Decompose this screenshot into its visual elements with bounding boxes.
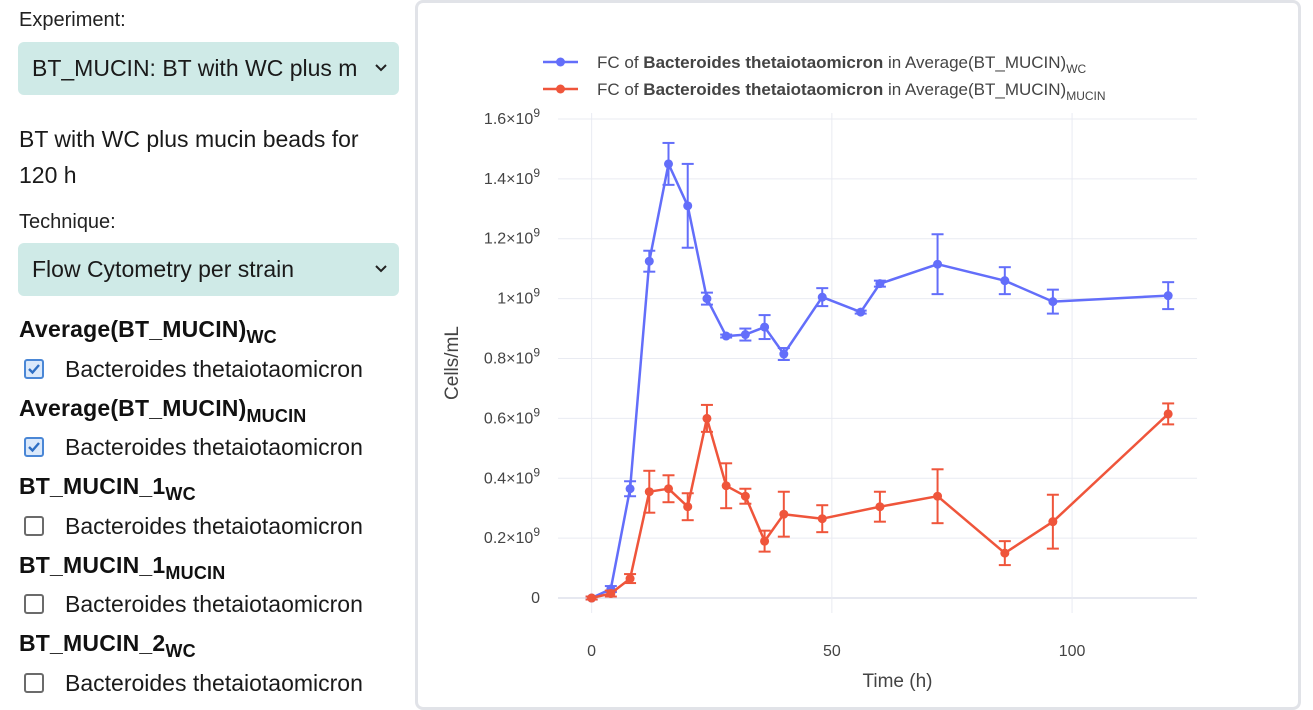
data-point [740,330,750,340]
data-point [1163,291,1173,301]
strain-checkbox-option[interactable]: Bacteroides thetaiotaomicron [24,434,363,460]
legend-entry: FC of Bacteroides thetaiotaomicron in Av… [597,80,1106,103]
data-point [875,502,885,512]
x-axis-title: Time (h) [862,671,932,692]
data-point [760,322,770,332]
y-axis-title: Cells/mL [442,326,463,400]
group-heading: BT_MUCIN_2WC [19,630,196,661]
data-point [817,514,827,524]
data-point [644,256,654,266]
checkbox[interactable] [24,437,44,457]
chart-panel: 0 0.2×109 0.4×109 0.6×109 0.8×109 1×109 1.2×10… [415,0,1301,710]
chevron-down-icon [375,265,387,273]
data-point [817,292,827,302]
strain-label: Bacteroides thetaiotaomicron [65,433,363,460]
legend-swatch-marker [556,57,565,67]
checkbox[interactable] [24,673,44,693]
technique-label: Technique: [19,211,116,233]
strain-checkbox-option[interactable]: Bacteroides thetaiotaomicron [24,356,363,382]
legend-swatch-marker [556,84,565,94]
data-point [760,536,770,546]
checkbox[interactable] [24,359,44,379]
y-tick-label: 1×109 [497,286,540,308]
data-point [875,279,885,289]
legend-entry: FC of Bacteroides thetaiotaomicron in Av… [597,53,1087,76]
data-point [1000,276,1010,286]
group-heading: Average(BT_MUCIN)MUCIN [19,395,307,426]
technique-select-value: Flow Cytometry per strain [32,256,295,282]
y-tick-label: 0.4×109 [484,465,540,487]
strain-label: Bacteroides thetaiotaomicron [65,512,363,539]
y-tick-label: 0.8×109 [484,346,540,368]
checkbox[interactable] [24,594,44,614]
series-0 [585,141,1175,603]
checkbox[interactable] [24,516,44,536]
data-point [644,487,654,497]
x-tick-label: 100 [1059,643,1086,660]
y-tick-label: 1.4×109 [484,166,540,188]
data-point [664,484,674,494]
data-point [721,481,731,491]
data-point [683,502,693,512]
data-point [606,589,616,599]
data-point [856,307,866,317]
experiment-select-value: BT_MUCIN: BT with WC plus m [32,55,358,81]
y-tick-label: 1.6×109 [484,106,540,128]
experiment-description: BT with WC plus mucin beads for 120 h [19,126,359,188]
data-point [587,593,597,603]
strain-checkbox-option[interactable]: Bacteroides thetaiotaomicron [24,591,363,617]
technique-select[interactable]: Flow Cytometry per strain [18,243,399,296]
y-tick-label: 0.6×109 [484,405,540,427]
data-point [1000,548,1010,558]
data-point [779,509,789,519]
checkmark-icon [28,364,40,375]
group-heading: Average(BT_MUCIN)WC [19,316,277,347]
group-heading: BT_MUCIN_1MUCIN [19,552,226,583]
y-tick-label: 0 [531,590,540,607]
data-point [721,331,731,341]
sidebar: Experiment: BT_MUCIN: BT with WC plus m … [0,0,410,698]
y-tick-label: 0.2×109 [484,525,540,547]
checkmark-icon [28,442,40,453]
data-point [702,413,712,423]
chevron-down-icon [375,64,387,72]
experiment-select[interactable]: BT_MUCIN: BT with WC plus m [18,42,399,95]
data-point [933,259,943,269]
data-point [933,491,943,501]
data-point [702,294,712,304]
experiment-label: Experiment: [19,9,126,31]
x-tick-label: 0 [587,643,596,660]
data-point [664,159,674,169]
data-point [625,484,635,494]
chart[interactable]: 0 0.2×109 0.4×109 0.6×109 0.8×109 1×109 1.2×10… [418,3,1298,701]
data-point [625,574,635,584]
strain-label: Bacteroides thetaiotaomicron [65,355,363,382]
data-point [740,491,750,501]
data-point [1163,409,1173,419]
y-tick-label: 1.2×109 [484,226,540,248]
strain-label: Bacteroides thetaiotaomicron [65,590,363,617]
strain-label: Bacteroides thetaiotaomicron [65,669,363,696]
series-1 [585,402,1175,603]
data-point [779,349,789,359]
data-point [1048,297,1058,307]
strain-checkbox-option[interactable]: Bacteroides thetaiotaomicron [24,670,363,696]
data-point [1048,517,1058,527]
group-heading: BT_MUCIN_1WC [19,473,196,504]
data-point [683,201,693,211]
strain-checkbox-option[interactable]: Bacteroides thetaiotaomicron [24,513,363,539]
x-tick-label: 50 [823,643,841,660]
series-line [591,162,1169,600]
